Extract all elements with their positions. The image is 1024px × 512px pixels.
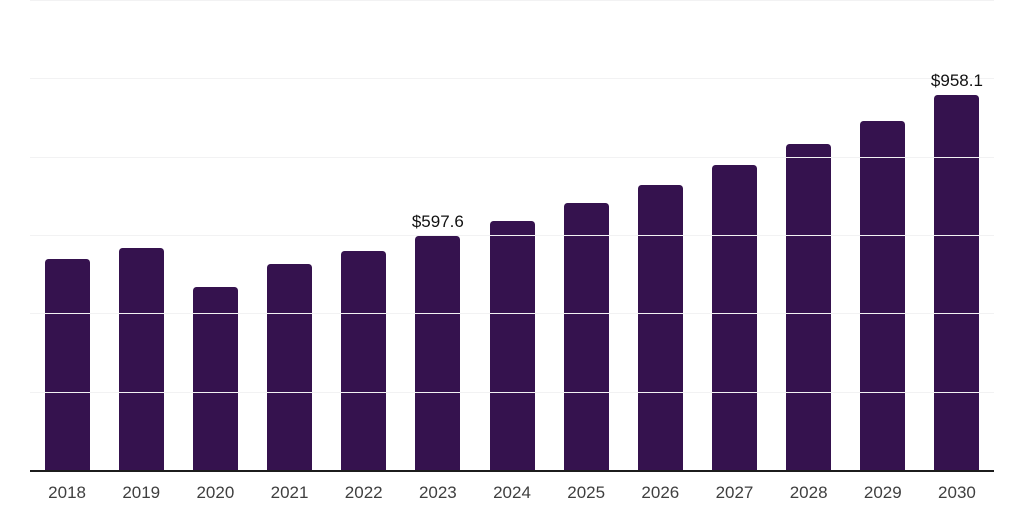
bar-2021 [267, 264, 313, 470]
bar-2029 [860, 120, 906, 470]
x-tick-2022: 2022 [344, 483, 383, 502]
band-2030 [920, 94, 994, 470]
x-axis-tick-labels: 2018 2019 2020 2021 2022 2023 2024 2025 2026 2027… [30, 484, 994, 501]
bar-2019 [118, 247, 164, 470]
band-2023 [401, 235, 475, 470]
gridline-1200 [30, 0, 994, 1]
band-2026 [623, 185, 697, 470]
band-2018 [30, 258, 104, 470]
gridline-400 [30, 313, 994, 315]
bar-2023 [415, 235, 461, 470]
x-tick-2028: 2028 [789, 483, 828, 502]
bar-2024 [489, 220, 535, 470]
bar-2026 [637, 185, 683, 470]
x-tick-2026: 2026 [641, 483, 680, 502]
band-2028 [772, 143, 846, 470]
gridline-200 [30, 391, 994, 393]
x-tick-2018: 2018 [48, 483, 86, 502]
value-label-2023: $597.6 [411, 211, 464, 231]
band-2022 [327, 251, 401, 470]
band-2029 [846, 120, 920, 470]
bar-2020 [192, 287, 238, 470]
band-2020 [178, 287, 252, 470]
band-2025 [549, 202, 623, 470]
bar-2025 [563, 202, 609, 470]
x-tick-2027: 2027 [715, 483, 754, 502]
bar-2028 [786, 143, 832, 470]
x-tick-2024: 2024 [493, 483, 531, 502]
x-tick-2020: 2020 [196, 483, 235, 502]
bar-series [30, 0, 994, 470]
band-2021 [252, 264, 326, 470]
gridline-600 [30, 235, 994, 236]
x-tick-2019: 2019 [122, 483, 161, 502]
x-axis-line [30, 470, 994, 472]
band-2024 [475, 220, 549, 470]
x-tick-2021: 2021 [270, 483, 309, 502]
x-tick-2023: 2023 [418, 483, 457, 502]
gridline-800 [30, 156, 994, 158]
band-2027 [697, 164, 771, 470]
x-tick-2029: 2029 [863, 483, 902, 502]
value-label-2030: $958.1 [930, 70, 983, 90]
bar-2027 [711, 164, 757, 470]
bar-2022 [341, 251, 387, 470]
bar-2030 [934, 94, 980, 470]
plot-area: $597.6 $958.1 [30, 0, 994, 470]
x-tick-2025: 2025 [567, 483, 606, 502]
band-2019 [104, 247, 178, 470]
x-tick-2030: 2030 [938, 483, 976, 502]
gridline-1000 [30, 78, 994, 80]
bar-2018 [44, 258, 90, 470]
